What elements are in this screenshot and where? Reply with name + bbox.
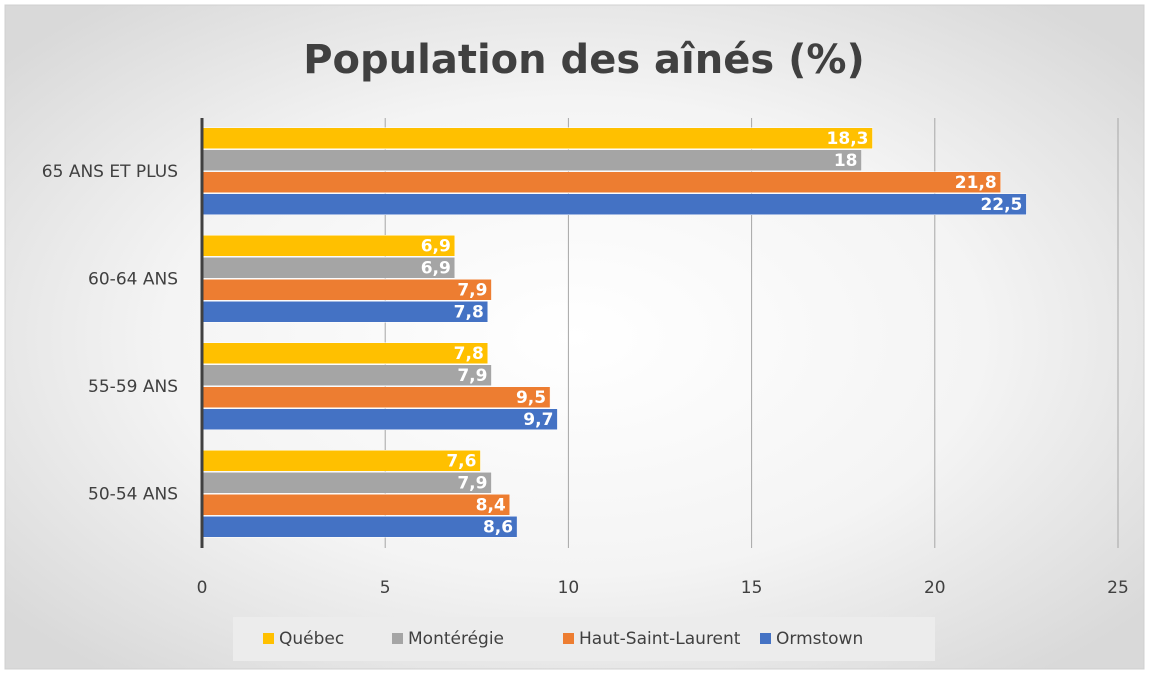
legend-box bbox=[233, 617, 935, 661]
x-tick-label: 25 bbox=[1107, 578, 1129, 598]
data-label: 8,6 bbox=[483, 517, 513, 537]
bar bbox=[201, 450, 481, 472]
legend-swatch bbox=[760, 633, 771, 644]
data-label: 6,9 bbox=[421, 258, 451, 278]
bar bbox=[201, 127, 873, 149]
data-label: 21,8 bbox=[955, 173, 997, 193]
data-label: 18 bbox=[834, 151, 858, 171]
legend-label: Québec bbox=[279, 629, 344, 649]
legend-swatch bbox=[563, 633, 574, 644]
bar bbox=[201, 279, 492, 301]
legend-label: Ormstown bbox=[776, 629, 863, 649]
x-tick-label: 10 bbox=[558, 578, 580, 598]
x-tick-label: 5 bbox=[380, 578, 391, 598]
data-label: 6,9 bbox=[421, 236, 451, 256]
bar bbox=[201, 408, 558, 430]
bar bbox=[201, 364, 492, 386]
bar bbox=[201, 193, 1027, 215]
data-label: 22,5 bbox=[980, 195, 1022, 215]
bar bbox=[201, 235, 456, 257]
bar bbox=[201, 386, 551, 408]
bar bbox=[201, 257, 456, 279]
data-label: 7,6 bbox=[446, 451, 476, 471]
data-label: 9,5 bbox=[516, 388, 546, 408]
bar bbox=[201, 472, 492, 494]
y-tick-label: 50-54 ANS bbox=[88, 484, 178, 504]
bar bbox=[201, 301, 489, 323]
y-tick-label: 60-64 ANS bbox=[88, 269, 178, 289]
bar bbox=[201, 516, 518, 538]
data-label: 7,9 bbox=[457, 473, 487, 493]
data-label: 7,9 bbox=[457, 280, 487, 300]
data-label: 8,4 bbox=[476, 495, 506, 515]
data-label: 7,9 bbox=[457, 366, 487, 386]
bar bbox=[201, 171, 1002, 193]
x-tick-label: 15 bbox=[741, 578, 763, 598]
x-tick-label: 0 bbox=[197, 578, 208, 598]
data-label: 7,8 bbox=[454, 344, 484, 364]
bar bbox=[201, 149, 862, 171]
bar bbox=[201, 494, 511, 516]
y-tick-label: 55-59 ANS bbox=[88, 377, 178, 397]
chart-background bbox=[4, 4, 1145, 670]
legend-label: Haut-Saint-Laurent bbox=[579, 629, 741, 649]
legend-label: Montérégie bbox=[408, 629, 504, 649]
data-label: 9,7 bbox=[523, 410, 553, 430]
data-label: 7,8 bbox=[454, 302, 484, 322]
legend-swatch bbox=[263, 633, 274, 644]
data-label: 18,3 bbox=[827, 129, 869, 149]
y-tick-label: 65 ANS ET PLUS bbox=[42, 162, 178, 182]
bar bbox=[201, 342, 489, 364]
chart-title: Population des aînés (%) bbox=[303, 37, 865, 83]
x-tick-label: 20 bbox=[924, 578, 946, 598]
legend-swatch bbox=[392, 633, 403, 644]
